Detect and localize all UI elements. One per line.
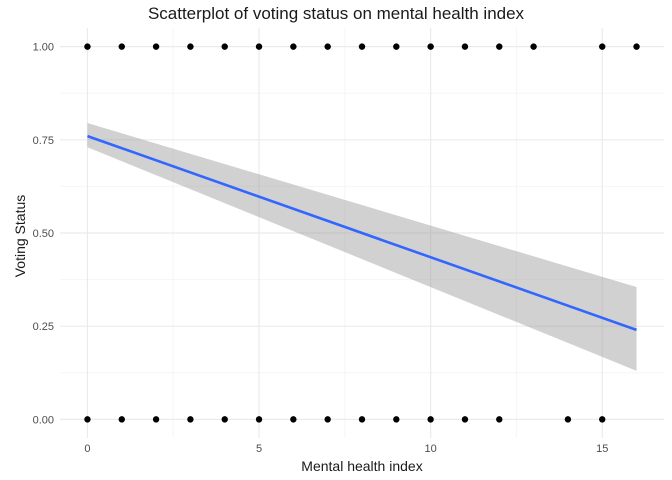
data-point	[187, 43, 194, 50]
data-point	[152, 416, 160, 423]
data-point	[84, 43, 91, 50]
data-point	[290, 43, 297, 50]
y-tick-label: 0.00	[33, 414, 54, 426]
data-point	[221, 416, 228, 423]
regression-line	[87, 134, 637, 332]
data-point	[84, 416, 91, 423]
data-points	[84, 43, 640, 423]
confidence-band-area	[87, 123, 637, 371]
data-point	[599, 43, 606, 50]
data-point	[564, 416, 572, 423]
data-point	[393, 43, 400, 50]
data-point	[118, 416, 125, 423]
data-point	[324, 43, 331, 50]
data-point	[221, 43, 228, 50]
data-point	[324, 416, 331, 423]
data-point	[496, 416, 503, 423]
data-point	[255, 416, 263, 423]
data-point	[427, 416, 434, 423]
data-point	[118, 43, 125, 50]
fit-line	[87, 134, 637, 332]
chart-title: Scatterplot of voting status on mental h…	[147, 4, 525, 23]
data-point	[358, 416, 366, 423]
y-tick-label: 0.50	[33, 228, 54, 240]
minor-gridlines	[60, 28, 664, 438]
x-axis-ticks: 0 5 10 15	[84, 443, 608, 455]
data-point	[290, 416, 297, 423]
data-point	[461, 43, 469, 50]
y-axis-ticks: 0.00 0.25 0.50 0.75 1.00	[33, 42, 54, 427]
x-tick-label: 15	[596, 443, 608, 455]
y-tick-label: 0.25	[33, 321, 54, 333]
y-tick-label: 0.75	[33, 135, 54, 147]
x-tick-label: 5	[256, 443, 262, 455]
data-point	[255, 43, 263, 50]
y-tick-label: 1.00	[33, 42, 54, 54]
x-tick-label: 10	[425, 443, 437, 455]
data-point	[427, 43, 434, 50]
data-point	[393, 416, 400, 423]
confidence-band	[87, 123, 637, 371]
x-tick-label: 0	[84, 443, 90, 455]
data-point	[496, 43, 503, 50]
y-axis-label: Voting Status	[12, 194, 28, 278]
data-point	[599, 416, 606, 423]
data-point	[358, 43, 366, 50]
x-axis-label: Mental health index	[301, 458, 423, 474]
data-point	[633, 43, 640, 50]
data-point	[187, 416, 194, 423]
data-point	[461, 416, 469, 423]
data-point	[152, 43, 160, 50]
data-point	[530, 43, 537, 50]
